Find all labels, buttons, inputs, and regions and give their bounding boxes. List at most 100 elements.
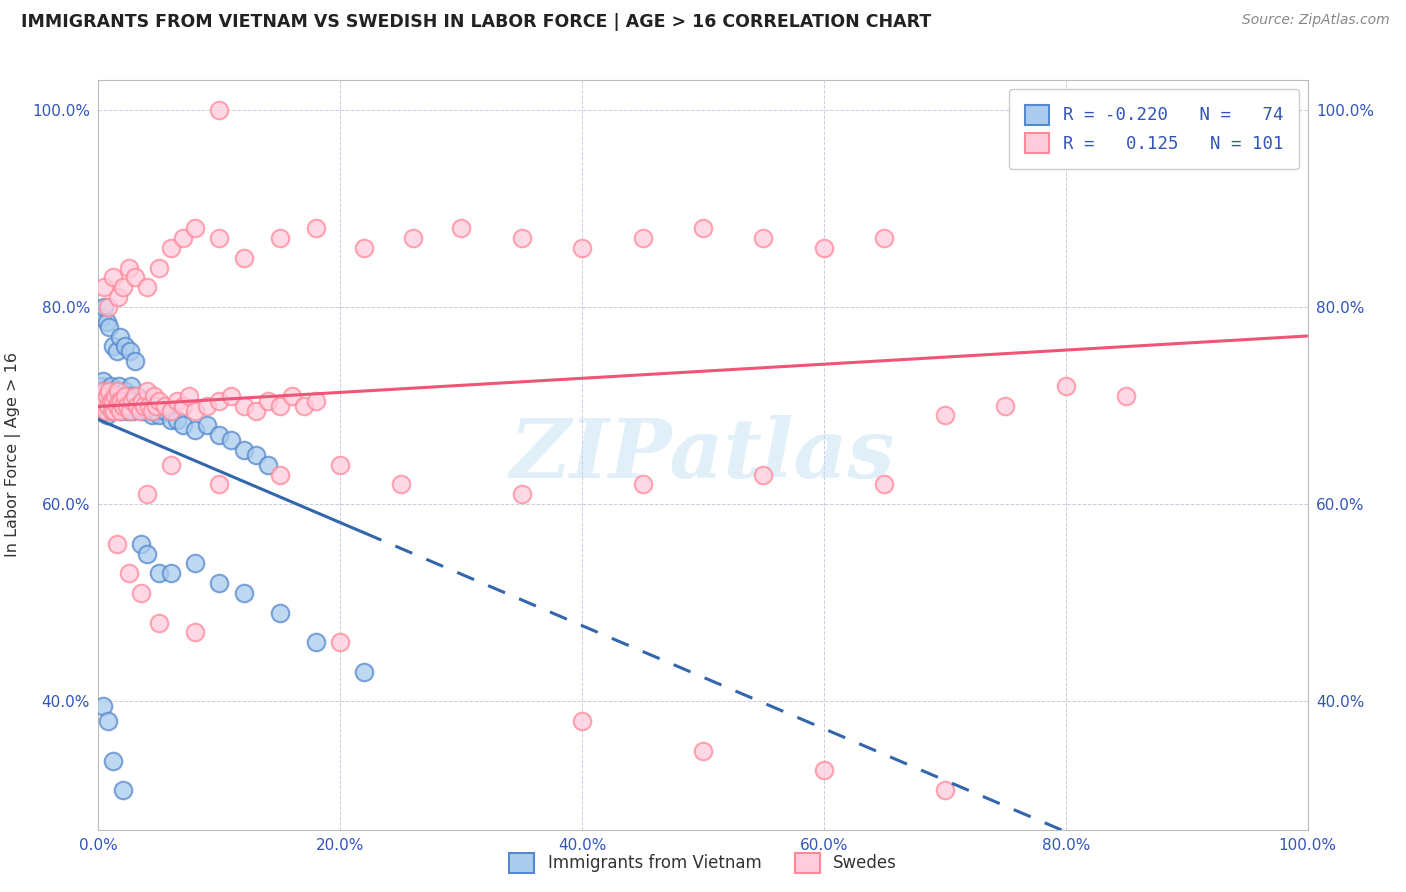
Point [101, 270, 124, 285]
Text: ZIPatlas: ZIPatlas [510, 415, 896, 495]
Point [692, 221, 714, 235]
Point [100, 389, 122, 403]
Point [108, 329, 131, 343]
Point [305, 393, 328, 408]
Point [141, 403, 163, 417]
Point [97, 393, 120, 408]
Point [208, 428, 231, 442]
Point [353, 665, 375, 679]
Point [105, 399, 128, 413]
Point [101, 393, 124, 408]
Point [208, 477, 231, 491]
Point [148, 615, 170, 630]
Point [97, 399, 120, 413]
Point [114, 389, 136, 403]
Point [111, 399, 134, 413]
Point [752, 231, 775, 245]
Point [111, 389, 134, 403]
Point [105, 344, 128, 359]
Point [208, 576, 231, 591]
Point [105, 399, 128, 413]
Point [402, 231, 425, 245]
Point [118, 566, 141, 581]
Point [934, 783, 956, 797]
Point [98, 319, 121, 334]
Point [129, 586, 152, 600]
Point [510, 487, 533, 501]
Point [121, 393, 143, 408]
Point [134, 393, 156, 408]
Point [124, 393, 146, 408]
Point [1054, 379, 1077, 393]
Point [91, 384, 114, 398]
Point [160, 458, 183, 472]
Point [153, 399, 176, 413]
Point [281, 389, 304, 403]
Point [160, 403, 183, 417]
Point [143, 389, 166, 403]
Point [389, 477, 412, 491]
Point [118, 260, 141, 275]
Point [329, 635, 352, 649]
Point [873, 477, 896, 491]
Point [245, 448, 267, 462]
Point [107, 384, 129, 398]
Point [232, 399, 254, 413]
Point [208, 231, 231, 245]
Point [118, 389, 141, 403]
Point [208, 103, 231, 117]
Point [118, 399, 141, 413]
Point [256, 393, 278, 408]
Point [813, 764, 835, 778]
Point [153, 403, 176, 417]
Point [97, 714, 120, 728]
Point [112, 399, 135, 413]
Point [166, 393, 188, 408]
Point [93, 300, 115, 314]
Point [245, 403, 267, 417]
Point [221, 433, 243, 447]
Point [91, 699, 114, 714]
Point [103, 393, 125, 408]
Point [131, 403, 153, 417]
Point [107, 389, 129, 403]
Point [232, 251, 254, 265]
Point [127, 399, 149, 413]
Point [90, 389, 112, 403]
Point [134, 399, 156, 413]
Point [184, 403, 207, 417]
Point [353, 241, 375, 255]
Point [108, 393, 131, 408]
Point [124, 389, 146, 403]
Point [108, 379, 131, 393]
Point [148, 566, 170, 581]
Point [934, 409, 956, 423]
Point [104, 384, 127, 398]
Point [105, 536, 128, 550]
Point [195, 399, 218, 413]
Point [108, 393, 131, 408]
Point [813, 241, 835, 255]
Point [510, 231, 533, 245]
Point [91, 389, 114, 403]
Point [117, 403, 139, 417]
Point [124, 354, 146, 368]
Point [96, 389, 118, 403]
Point [752, 467, 775, 482]
Point [128, 399, 150, 413]
Point [118, 344, 141, 359]
Point [104, 389, 127, 403]
Point [98, 384, 121, 398]
Point [128, 403, 150, 417]
Point [148, 409, 170, 423]
Point [93, 280, 115, 294]
Point [184, 557, 207, 571]
Point [111, 783, 134, 797]
Point [98, 384, 121, 398]
Point [166, 413, 188, 427]
Point [111, 280, 134, 294]
Point [115, 393, 138, 408]
Point [1115, 389, 1137, 403]
Point [135, 487, 157, 501]
Point [141, 409, 163, 423]
